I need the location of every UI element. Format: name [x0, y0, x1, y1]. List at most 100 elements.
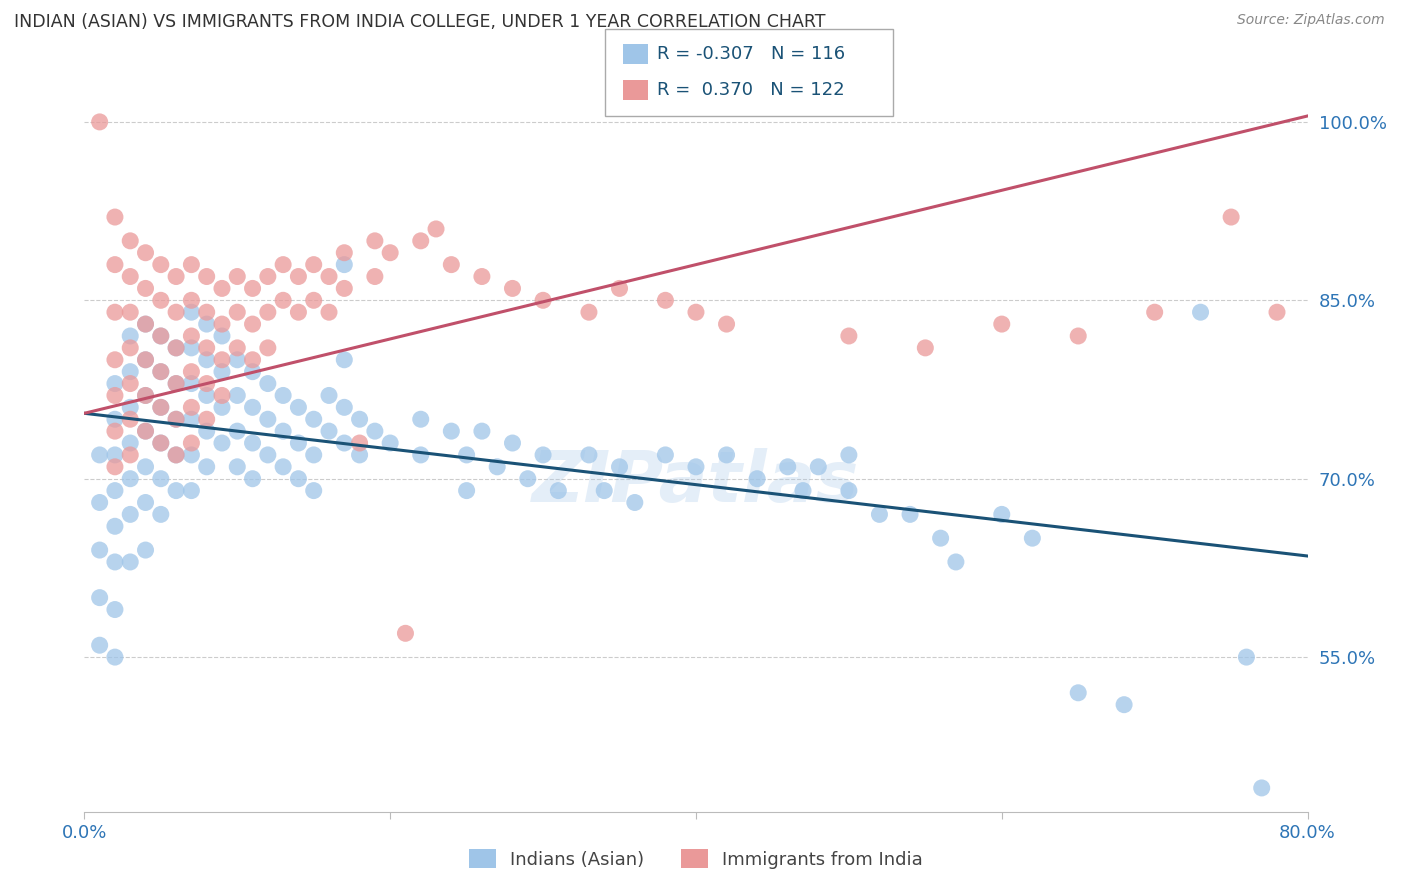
Text: INDIAN (ASIAN) VS IMMIGRANTS FROM INDIA COLLEGE, UNDER 1 YEAR CORRELATION CHART: INDIAN (ASIAN) VS IMMIGRANTS FROM INDIA …	[14, 13, 825, 31]
Point	[165, 305, 187, 319]
Point	[211, 388, 233, 402]
Point	[211, 317, 233, 331]
Point	[211, 329, 233, 343]
Point	[120, 508, 142, 522]
Point	[149, 329, 172, 343]
Point	[1189, 305, 1212, 319]
Point	[120, 269, 142, 284]
Text: ZIPatlas: ZIPatlas	[533, 448, 859, 516]
Point	[609, 459, 631, 474]
Point	[364, 269, 387, 284]
Point	[578, 305, 600, 319]
Point	[333, 401, 356, 415]
Point	[149, 436, 172, 450]
Point	[318, 269, 340, 284]
Point	[180, 341, 202, 355]
Point	[287, 436, 309, 450]
Point	[180, 293, 202, 308]
Point	[287, 472, 309, 486]
Point	[195, 341, 218, 355]
Point	[89, 543, 111, 558]
Point	[135, 352, 157, 367]
Point	[364, 424, 387, 438]
Point	[242, 365, 264, 379]
Point	[226, 269, 249, 284]
Point	[929, 531, 952, 545]
Point	[120, 305, 142, 319]
Point	[1265, 305, 1288, 319]
Point	[120, 555, 142, 569]
Point	[120, 234, 142, 248]
Point	[242, 317, 264, 331]
Point	[838, 483, 860, 498]
Point	[945, 555, 967, 569]
Point	[104, 555, 127, 569]
Point	[104, 376, 127, 391]
Point	[180, 329, 202, 343]
Point	[531, 448, 554, 462]
Point	[409, 412, 432, 426]
Point	[271, 424, 294, 438]
Point	[792, 483, 814, 498]
Point	[991, 317, 1014, 331]
Point	[409, 234, 432, 248]
Point	[226, 305, 249, 319]
Point	[149, 365, 172, 379]
Point	[838, 448, 860, 462]
Point	[456, 483, 478, 498]
Point	[180, 258, 202, 272]
Point	[104, 388, 127, 402]
Point	[242, 436, 264, 450]
Point	[440, 258, 463, 272]
Point	[685, 459, 707, 474]
Point	[149, 329, 172, 343]
Point	[226, 424, 249, 438]
Point	[180, 305, 202, 319]
Point	[502, 281, 524, 295]
Point	[89, 638, 111, 652]
Point	[1067, 686, 1090, 700]
Point	[104, 483, 127, 498]
Point	[914, 341, 936, 355]
Point	[654, 293, 676, 308]
Point	[456, 448, 478, 462]
Point	[654, 448, 676, 462]
Point	[1067, 329, 1090, 343]
Point	[302, 412, 325, 426]
Point	[104, 448, 127, 462]
Point	[165, 448, 187, 462]
Point	[1114, 698, 1136, 712]
Point	[165, 341, 187, 355]
Point	[747, 472, 769, 486]
Point	[135, 543, 157, 558]
Point	[898, 508, 921, 522]
Point	[120, 341, 142, 355]
Point	[149, 365, 172, 379]
Point	[165, 376, 187, 391]
Point	[165, 412, 187, 426]
Text: Source: ZipAtlas.com: Source: ZipAtlas.com	[1237, 13, 1385, 28]
Point	[271, 388, 294, 402]
Point	[807, 459, 830, 474]
Point	[333, 352, 356, 367]
Point	[302, 293, 325, 308]
Point	[89, 115, 111, 129]
Point	[135, 281, 157, 295]
Point	[104, 424, 127, 438]
Point	[333, 245, 356, 260]
Point	[287, 269, 309, 284]
Point	[89, 495, 111, 509]
Point	[149, 508, 172, 522]
Point	[349, 436, 371, 450]
Point	[318, 424, 340, 438]
Point	[991, 508, 1014, 522]
Point	[471, 424, 494, 438]
Point	[195, 459, 218, 474]
Point	[135, 459, 157, 474]
Point	[120, 401, 142, 415]
Point	[271, 258, 294, 272]
Point	[135, 352, 157, 367]
Point	[349, 412, 371, 426]
Point	[211, 401, 233, 415]
Point	[149, 293, 172, 308]
